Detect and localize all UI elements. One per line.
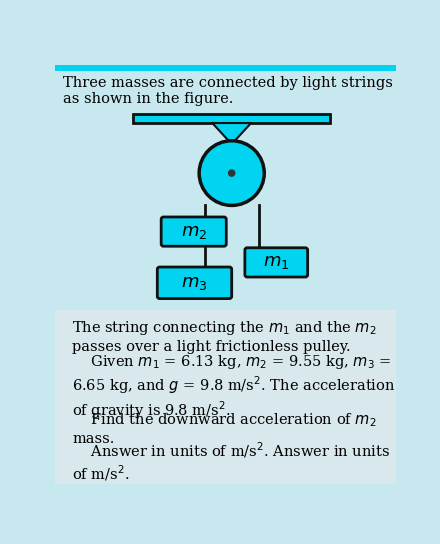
FancyBboxPatch shape [245, 248, 308, 277]
Text: The string connecting the $m_1$ and the $m_2$
passes over a light frictionless p: The string connecting the $m_1$ and the … [72, 319, 377, 354]
Circle shape [229, 170, 235, 176]
Text: $m_1$: $m_1$ [263, 254, 290, 271]
FancyBboxPatch shape [161, 217, 226, 246]
Text: Answer in units of m/s$^2$. Answer in units
of m/s$^2$.: Answer in units of m/s$^2$. Answer in un… [72, 440, 390, 483]
Text: Three masses are connected by light strings
as shown in the figure.: Three masses are connected by light stri… [63, 76, 392, 106]
Bar [132, 114, 330, 123]
Text: $m_2$: $m_2$ [180, 222, 207, 240]
Text: $m_3$: $m_3$ [181, 274, 208, 292]
Text: Given $m_1$ = 6.13 kg, $m_2$ = 9.55 kg, $m_3$ =
6.65 kg, and $g$ = 9.8 m/s$^2$. : Given $m_1$ = 6.13 kg, $m_2$ = 9.55 kg, … [72, 353, 396, 422]
Circle shape [199, 141, 264, 206]
Bar [55, 310, 396, 484]
Text: Find the downward acceleration of $m_2$
mass.: Find the downward acceleration of $m_2$ … [72, 412, 377, 446]
Polygon shape [213, 123, 251, 141]
Bar [55, 65, 396, 71]
FancyBboxPatch shape [158, 267, 232, 299]
